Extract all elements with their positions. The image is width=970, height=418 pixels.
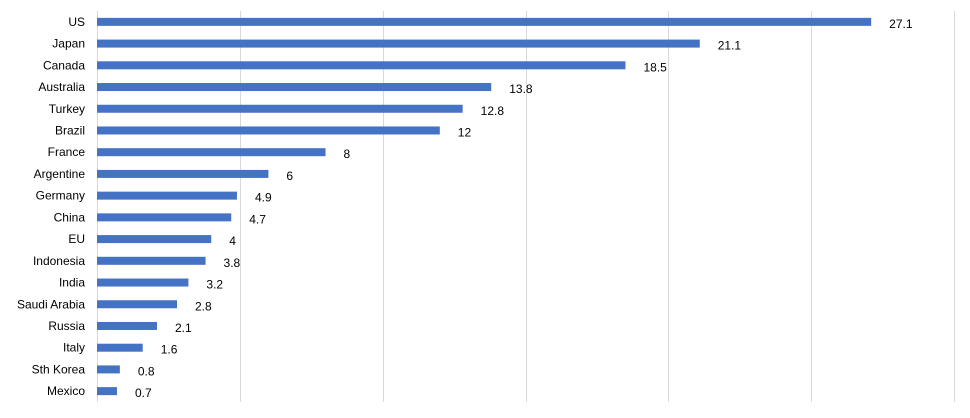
category-label: Germany <box>36 189 85 203</box>
value-label: 12 <box>458 125 472 139</box>
value-label: 21.1 <box>718 39 742 53</box>
category-label: Japan <box>52 37 85 51</box>
value-label: 0.7 <box>135 386 152 400</box>
category-labels: US Japan Canada Australia Turkey Brazil France… <box>17 15 85 398</box>
bar-japan <box>97 39 700 48</box>
bar-brazil <box>97 126 440 135</box>
category-label: Argentine <box>34 167 86 181</box>
value-label: 27.1 <box>889 17 913 31</box>
gridlines <box>97 11 955 402</box>
bar-australia <box>97 83 492 92</box>
value-label: 4.9 <box>255 191 272 205</box>
value-label: 13.8 <box>509 82 533 96</box>
value-label: 8 <box>344 147 351 161</box>
value-label: 3.8 <box>224 256 241 270</box>
value-label: 1.6 <box>161 343 178 357</box>
category-label: Australia <box>38 80 85 94</box>
bar-saudi-arabia <box>97 300 177 309</box>
bar-argentine <box>97 169 269 178</box>
bar-canada <box>97 61 626 70</box>
value-label: 4 <box>229 234 236 248</box>
value-label: 18.5 <box>643 60 667 74</box>
category-label: Canada <box>43 58 85 72</box>
bar-china <box>97 213 232 222</box>
category-label: EU <box>68 232 85 246</box>
category-label: China <box>54 210 86 224</box>
category-label: Russia <box>48 319 85 333</box>
bar-mexico <box>97 387 117 396</box>
value-label: 12.8 <box>481 104 505 118</box>
category-label: Italy <box>63 341 85 355</box>
category-label: US <box>68 15 85 29</box>
category-label: France <box>48 145 86 159</box>
category-label: Saudi Arabia <box>17 297 85 311</box>
bar-italy <box>97 343 143 352</box>
bar-india <box>97 278 189 287</box>
category-label: Indonesia <box>33 254 85 268</box>
bars <box>97 17 872 396</box>
category-label: India <box>59 276 85 290</box>
value-label: 0.8 <box>138 364 155 378</box>
category-label: Brazil <box>55 123 85 137</box>
category-label: Turkey <box>49 102 85 116</box>
bar-us <box>97 17 872 26</box>
value-label: 2.8 <box>195 299 212 313</box>
category-label: Mexico <box>47 384 85 398</box>
bar-sth-korea <box>97 365 120 374</box>
bar-turkey <box>97 104 463 113</box>
bar-russia <box>97 321 157 330</box>
bar-eu <box>97 235 212 244</box>
value-labels: 27.1 21.1 18.5 13.8 12.8 12 8 6 4.9 4.7 4 3.83.2 2.8… <box>135 17 913 400</box>
value-label: 3.2 <box>206 278 223 292</box>
bar-france <box>97 148 326 157</box>
bar-germany <box>97 191 237 200</box>
category-label: Sth Korea <box>32 362 86 376</box>
value-label: 2.1 <box>175 321 192 335</box>
value-label: 4.7 <box>249 212 266 226</box>
value-label: 6 <box>286 169 293 183</box>
bar-indonesia <box>97 256 206 265</box>
